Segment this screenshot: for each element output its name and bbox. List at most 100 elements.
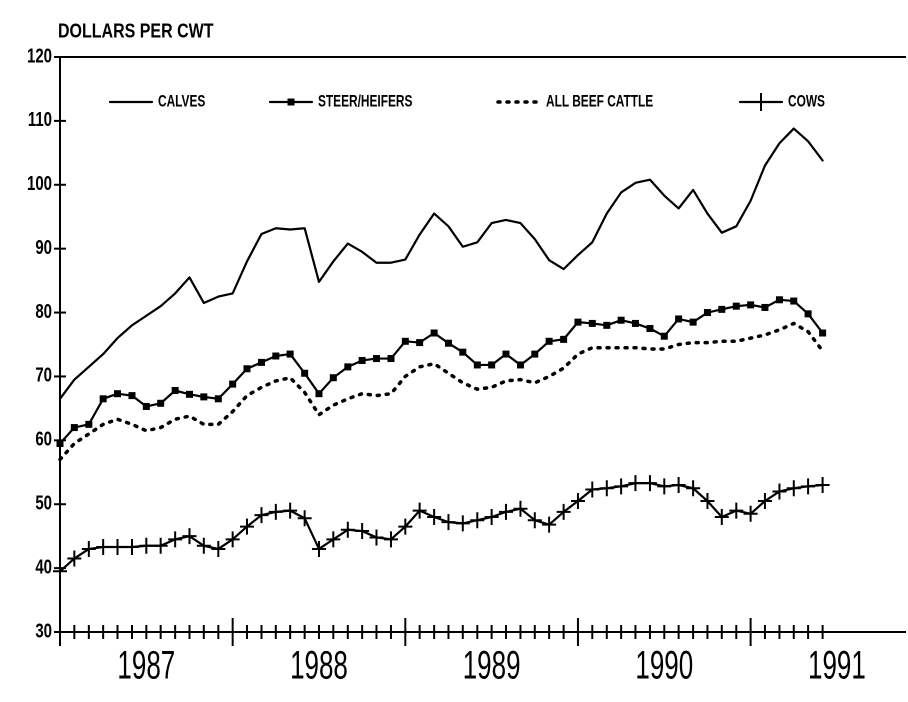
marker [599,480,614,497]
marker [168,531,183,548]
marker [344,363,352,371]
marker [196,537,211,554]
marker [614,478,629,495]
marker [470,512,485,529]
marker [815,477,830,494]
marker [283,502,298,519]
y-tick-label: 40 [35,555,52,578]
marker [358,356,366,364]
marker [819,329,827,337]
marker [239,518,254,535]
marker [631,319,639,327]
legend-label: COWS [788,93,825,112]
marker [96,539,111,556]
marker [570,493,585,510]
marker [560,335,568,343]
marker [671,477,686,494]
marker [588,319,596,327]
marker [516,361,524,369]
x-tick-label: 1988 [290,643,348,688]
legend-label: CALVES [158,93,206,112]
marker [200,393,208,401]
marker [142,402,150,410]
marker [660,332,668,340]
marker [801,478,816,495]
y-tick-label: 90 [35,236,52,259]
marker [772,483,787,500]
marker [81,540,96,557]
marker [714,509,729,525]
marker [401,337,409,345]
marker [70,424,78,432]
marker [441,514,456,531]
marker [301,369,309,377]
y-tick-label: 80 [35,300,52,323]
marker [729,502,744,519]
marker [225,531,240,548]
marker [804,310,812,318]
marker [689,318,697,326]
x-tick-label: 1990 [635,643,693,688]
marker [498,503,513,520]
y-tick-label: 30 [35,619,52,642]
marker [488,361,496,369]
legend-label: ALL BEEF CATTLE [546,93,653,112]
y-tick-label: 50 [35,491,52,514]
y-tick-label: 60 [35,428,52,451]
marker [387,355,395,363]
marker [718,305,726,313]
marker [211,540,226,557]
marker [243,365,251,373]
marker [286,350,294,358]
series-line [58,321,825,462]
marker [732,302,740,310]
x-tick-label: 1991 [808,643,866,688]
y-tick-label: 120 [27,44,52,67]
marker [473,361,481,369]
marker [585,481,600,498]
marker [646,325,654,333]
marker [139,537,154,554]
marker [757,493,772,510]
marker [747,301,755,309]
marker [545,337,553,345]
marker [254,507,269,524]
marker [85,420,93,428]
marker [99,395,107,403]
marker [214,395,222,403]
marker [743,505,758,522]
marker [329,374,337,382]
marker [257,358,265,366]
marker [272,352,280,360]
marker [675,315,683,323]
legend: CALVES STEER/HEIFERS ALL BEEF CATTLE COWS [108,93,825,112]
marker [628,475,643,492]
marker [700,493,715,510]
y-axis-label: DOLLARS PER CWT [58,20,214,42]
marker [775,296,783,304]
x-tick-label: 1989 [463,643,521,688]
marker [297,510,312,527]
marker [603,321,611,329]
legend-label: STEER/HEIFERS [318,93,413,112]
marker [412,502,427,519]
marker [786,480,801,497]
marker [556,503,571,520]
y-tick-label: 100 [27,172,52,195]
marker [398,518,413,535]
marker [315,390,323,398]
marker [502,350,510,358]
marker [513,500,528,517]
marker [185,390,193,398]
marker [340,521,355,538]
marker [761,303,769,311]
marker [171,387,179,394]
marker [153,537,168,554]
marker [128,392,136,400]
marker [124,539,139,556]
x-tick-label: 1987 [117,643,175,688]
legend-marker [754,93,768,111]
marker [383,531,398,548]
series-line [58,127,824,400]
